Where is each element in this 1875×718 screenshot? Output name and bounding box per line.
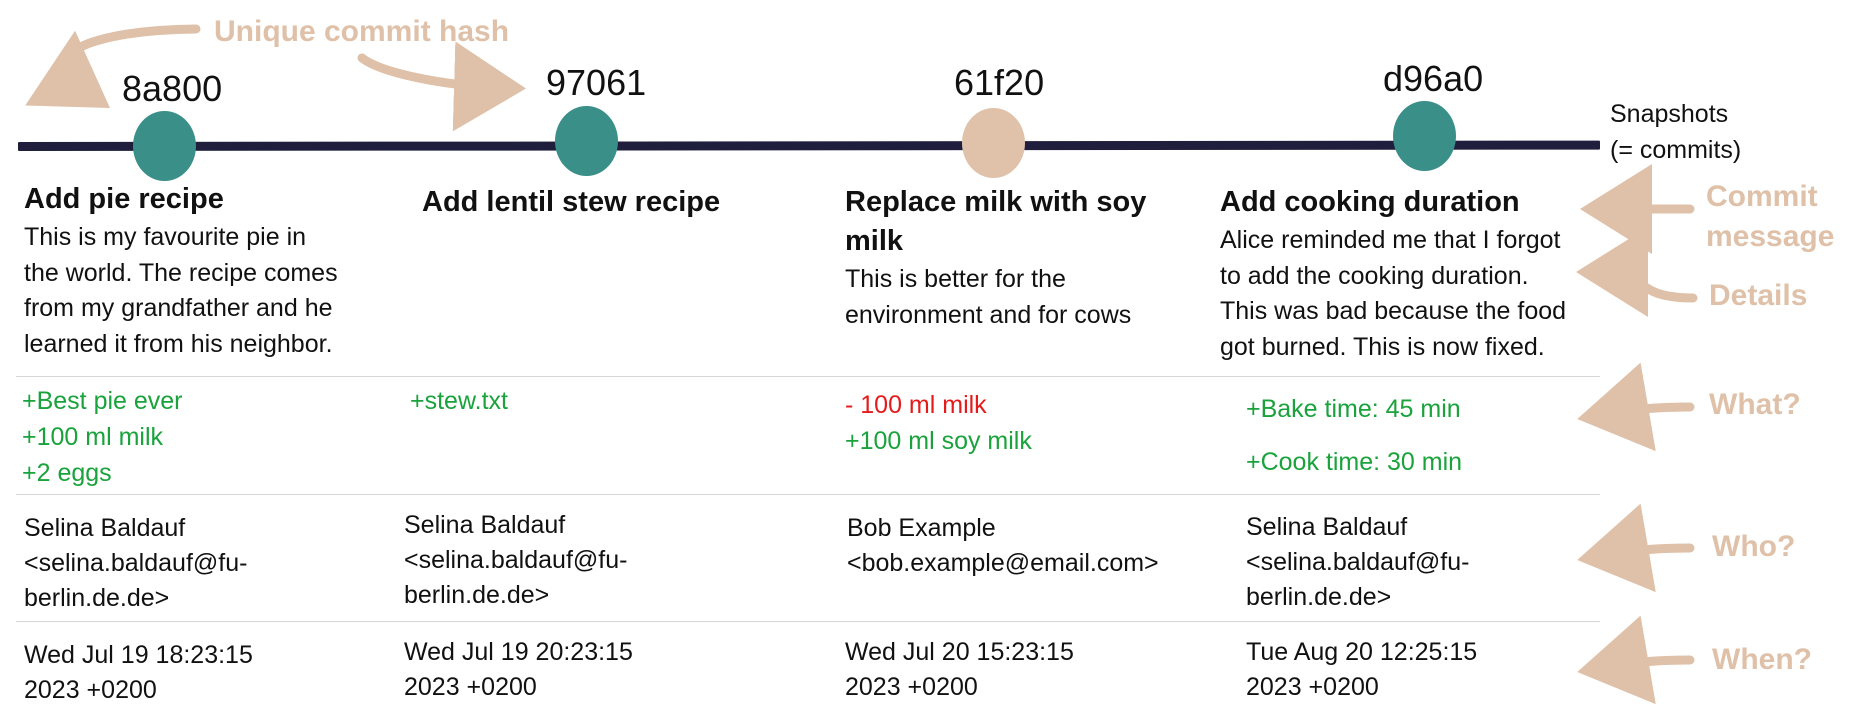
details-arrow (1576, 227, 1698, 318)
what-arrow (1577, 362, 1695, 452)
diff-line-added: +100 ml milk (22, 423, 164, 451)
diff-line-added: +100 ml soy milk (845, 427, 1032, 455)
commit-title: Add cooking duration (1220, 186, 1520, 218)
hash-arrow-right (357, 41, 526, 132)
diff-line-removed: - 100 ml milk (845, 391, 987, 419)
commit-description: This is my favourite pie in the world. T… (24, 223, 338, 358)
annotation-unique-commit-hash: Unique commit hash (214, 15, 510, 48)
commit-description: This is better for the environment and f… (845, 265, 1132, 329)
diff-line-added: +2 eggs (22, 459, 112, 487)
annotation-what: What? (1709, 388, 1801, 421)
annotation-commit-message-line1: Commit (1706, 180, 1818, 213)
commit-node-d96a0[interactable] (1393, 101, 1456, 171)
annotation-details: Details (1709, 279, 1808, 312)
when-arrow (1577, 615, 1695, 705)
commit-author: Bob Example <bob.example@email.com> (847, 514, 1159, 577)
timeline-line (17, 140, 1601, 151)
commit-hash: d96a0 (1383, 58, 1484, 99)
commit-node-8a800[interactable] (133, 111, 196, 181)
section-divider (16, 494, 1600, 495)
diff-line-added: +stew.txt (410, 387, 508, 415)
commit-author: Selina Baldauf <selina.baldauf@fu- berli… (404, 511, 628, 609)
section-divider (16, 376, 1600, 377)
commit-node-97061[interactable] (555, 106, 618, 176)
who-arrow (1577, 503, 1695, 593)
commit-title: Replace milk with soy milk (845, 186, 1147, 257)
commit-hash: 61f20 (954, 62, 1045, 103)
section-divider (16, 621, 1600, 622)
commit-hash: 97061 (546, 62, 647, 103)
snapshots-label: Snapshots (= commits) (1610, 100, 1742, 164)
commit-date: Wed Jul 19 18:23:15 2023 +0200 (24, 641, 253, 704)
commit-title: Add lentil stew recipe (422, 186, 721, 218)
diff-line-added: +Best pie ever (22, 387, 183, 415)
commit-date: Tue Aug 20 12:25:15 2023 +0200 (1246, 638, 1478, 701)
diff-line-added: +Cook time: 30 min (1246, 448, 1463, 476)
diff-line-added: +Bake time: 45 min (1246, 395, 1461, 423)
commit-description: Alice reminded me that I forgot to add t… (1220, 226, 1567, 361)
commit-node-61f20[interactable] (962, 108, 1025, 178)
commit-author: Selina Baldauf <selina.baldauf@fu- berli… (24, 514, 248, 612)
commit-title: Add pie recipe (24, 183, 224, 215)
commit-author: Selina Baldauf <selina.baldauf@fu- berli… (1246, 513, 1470, 611)
commit-hash: 8a800 (122, 68, 223, 109)
hash-arrow-left (25, 24, 201, 108)
commit-date: Wed Jul 19 20:23:15 2023 +0200 (404, 638, 633, 701)
annotation-who: Who? (1712, 530, 1796, 563)
annotation-when: When? (1712, 643, 1812, 676)
annotation-commit-message-line2: message (1706, 220, 1835, 253)
commit-date: Wed Jul 20 15:23:15 2023 +0200 (845, 638, 1074, 701)
